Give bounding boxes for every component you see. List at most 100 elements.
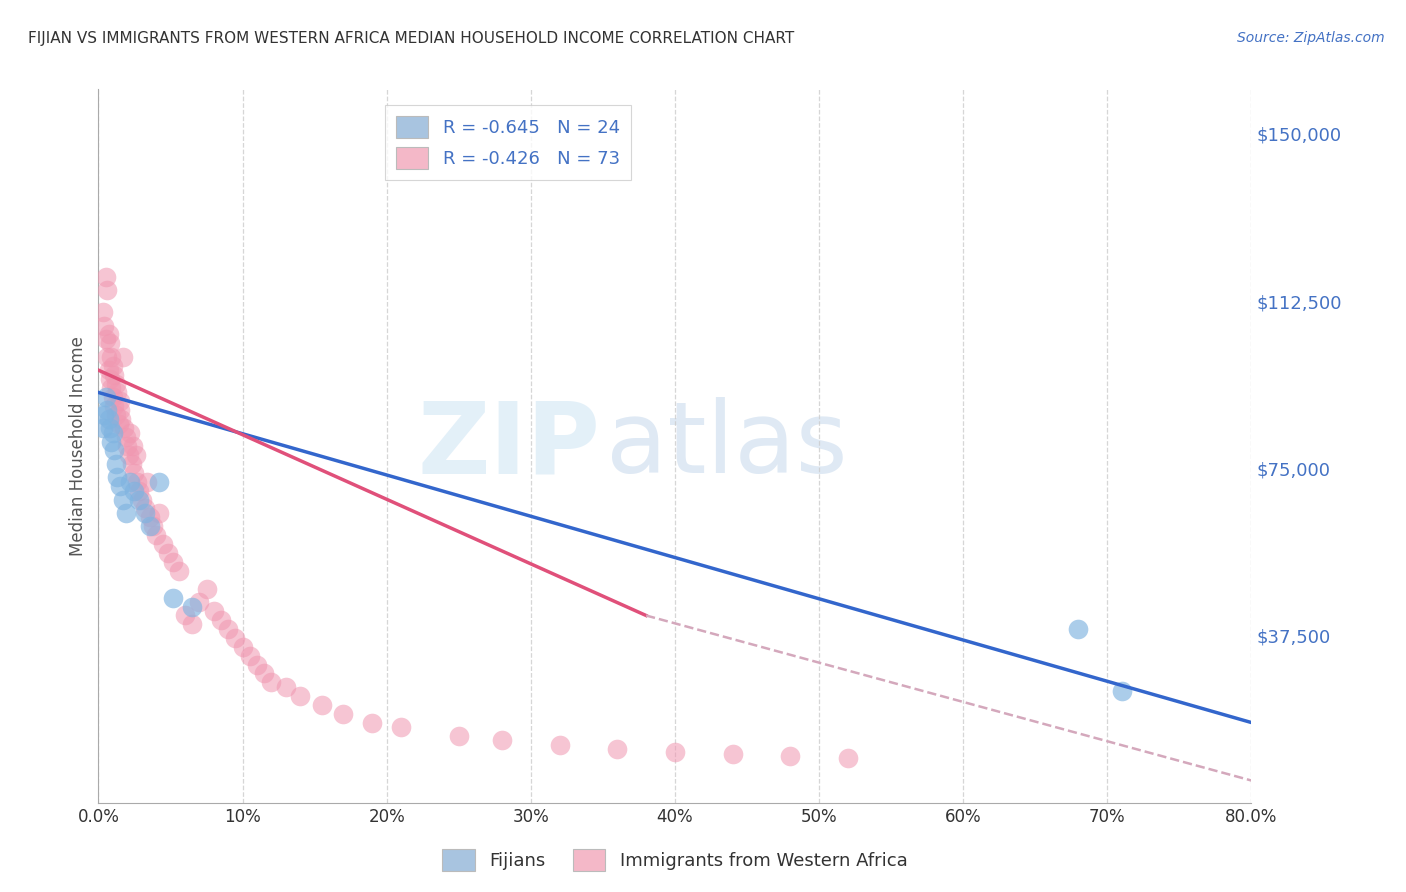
Point	[606, 742, 628, 756]
Point	[122, 439, 145, 453]
Point	[111, 492, 134, 507]
Point	[108, 394, 131, 409]
Point	[239, 648, 262, 663]
Point	[290, 689, 312, 703]
Point	[111, 350, 134, 364]
Point	[97, 412, 120, 426]
Legend: Fijians, Immigrants from Western Africa: Fijians, Immigrants from Western Africa	[436, 842, 914, 879]
Point	[114, 430, 136, 444]
Point	[97, 363, 120, 377]
Point	[94, 332, 117, 346]
Point	[105, 385, 128, 400]
Point	[101, 425, 124, 440]
Point	[101, 390, 124, 404]
Legend: R = -0.645   N = 24, R = -0.426   N = 73: R = -0.645 N = 24, R = -0.426 N = 73	[385, 105, 630, 180]
Point	[195, 582, 218, 596]
Point	[136, 475, 159, 489]
Point	[139, 519, 162, 533]
Point	[117, 439, 139, 453]
Point	[96, 403, 118, 417]
Point	[121, 457, 143, 471]
Point	[120, 475, 142, 489]
Point	[96, 283, 118, 297]
Point	[361, 715, 384, 730]
Point	[664, 744, 686, 758]
Point	[1067, 622, 1090, 636]
Point	[209, 613, 232, 627]
Point	[837, 751, 859, 765]
Point	[93, 408, 115, 422]
Point	[142, 519, 165, 533]
Point	[162, 591, 184, 605]
Point	[174, 608, 197, 623]
Point	[114, 506, 136, 520]
Text: atlas: atlas	[606, 398, 848, 494]
Point	[231, 640, 254, 654]
Point	[127, 475, 149, 489]
Point	[128, 483, 150, 498]
Point	[447, 729, 470, 743]
Point	[103, 368, 125, 382]
Point	[124, 466, 146, 480]
Point	[108, 403, 131, 417]
Point	[156, 546, 179, 560]
Point	[91, 421, 114, 435]
Point	[162, 555, 184, 569]
Point	[103, 399, 125, 413]
Point	[124, 483, 146, 498]
Point	[181, 617, 204, 632]
Point	[100, 381, 122, 395]
Point	[181, 599, 204, 614]
Point	[139, 510, 162, 524]
Point	[94, 269, 117, 284]
Point	[131, 492, 153, 507]
Point	[148, 506, 170, 520]
Point	[110, 412, 132, 426]
Point	[98, 421, 121, 435]
Point	[100, 350, 122, 364]
Point	[108, 479, 131, 493]
Point	[167, 564, 190, 578]
Point	[98, 336, 121, 351]
Point	[134, 501, 156, 516]
Point	[148, 475, 170, 489]
Point	[101, 359, 124, 373]
Point	[1111, 684, 1133, 698]
Point	[104, 457, 127, 471]
Point	[491, 733, 513, 747]
Point	[97, 327, 120, 342]
Point	[91, 305, 114, 319]
Point	[120, 425, 142, 440]
Point	[107, 417, 129, 431]
Point	[118, 448, 141, 462]
Point	[311, 698, 333, 712]
Point	[105, 470, 128, 484]
Point	[721, 747, 744, 761]
Point	[145, 528, 167, 542]
Text: ZIP: ZIP	[418, 398, 600, 494]
Point	[104, 376, 127, 391]
Point	[274, 680, 297, 694]
Point	[93, 318, 115, 333]
Point	[98, 372, 121, 386]
Point	[217, 622, 239, 636]
Point	[202, 604, 225, 618]
Text: Source: ZipAtlas.com: Source: ZipAtlas.com	[1237, 31, 1385, 45]
Point	[548, 738, 571, 752]
Point	[94, 390, 117, 404]
Point	[188, 595, 211, 609]
Point	[779, 749, 801, 764]
Y-axis label: Median Household Income: Median Household Income	[69, 336, 87, 556]
Point	[134, 506, 156, 520]
Point	[100, 434, 122, 449]
Point	[253, 666, 276, 681]
Point	[152, 537, 174, 551]
Point	[224, 631, 246, 645]
Point	[128, 492, 150, 507]
Point	[96, 350, 118, 364]
Point	[389, 720, 412, 734]
Point	[260, 675, 283, 690]
Point	[125, 448, 148, 462]
Point	[246, 657, 269, 672]
Point	[112, 421, 135, 435]
